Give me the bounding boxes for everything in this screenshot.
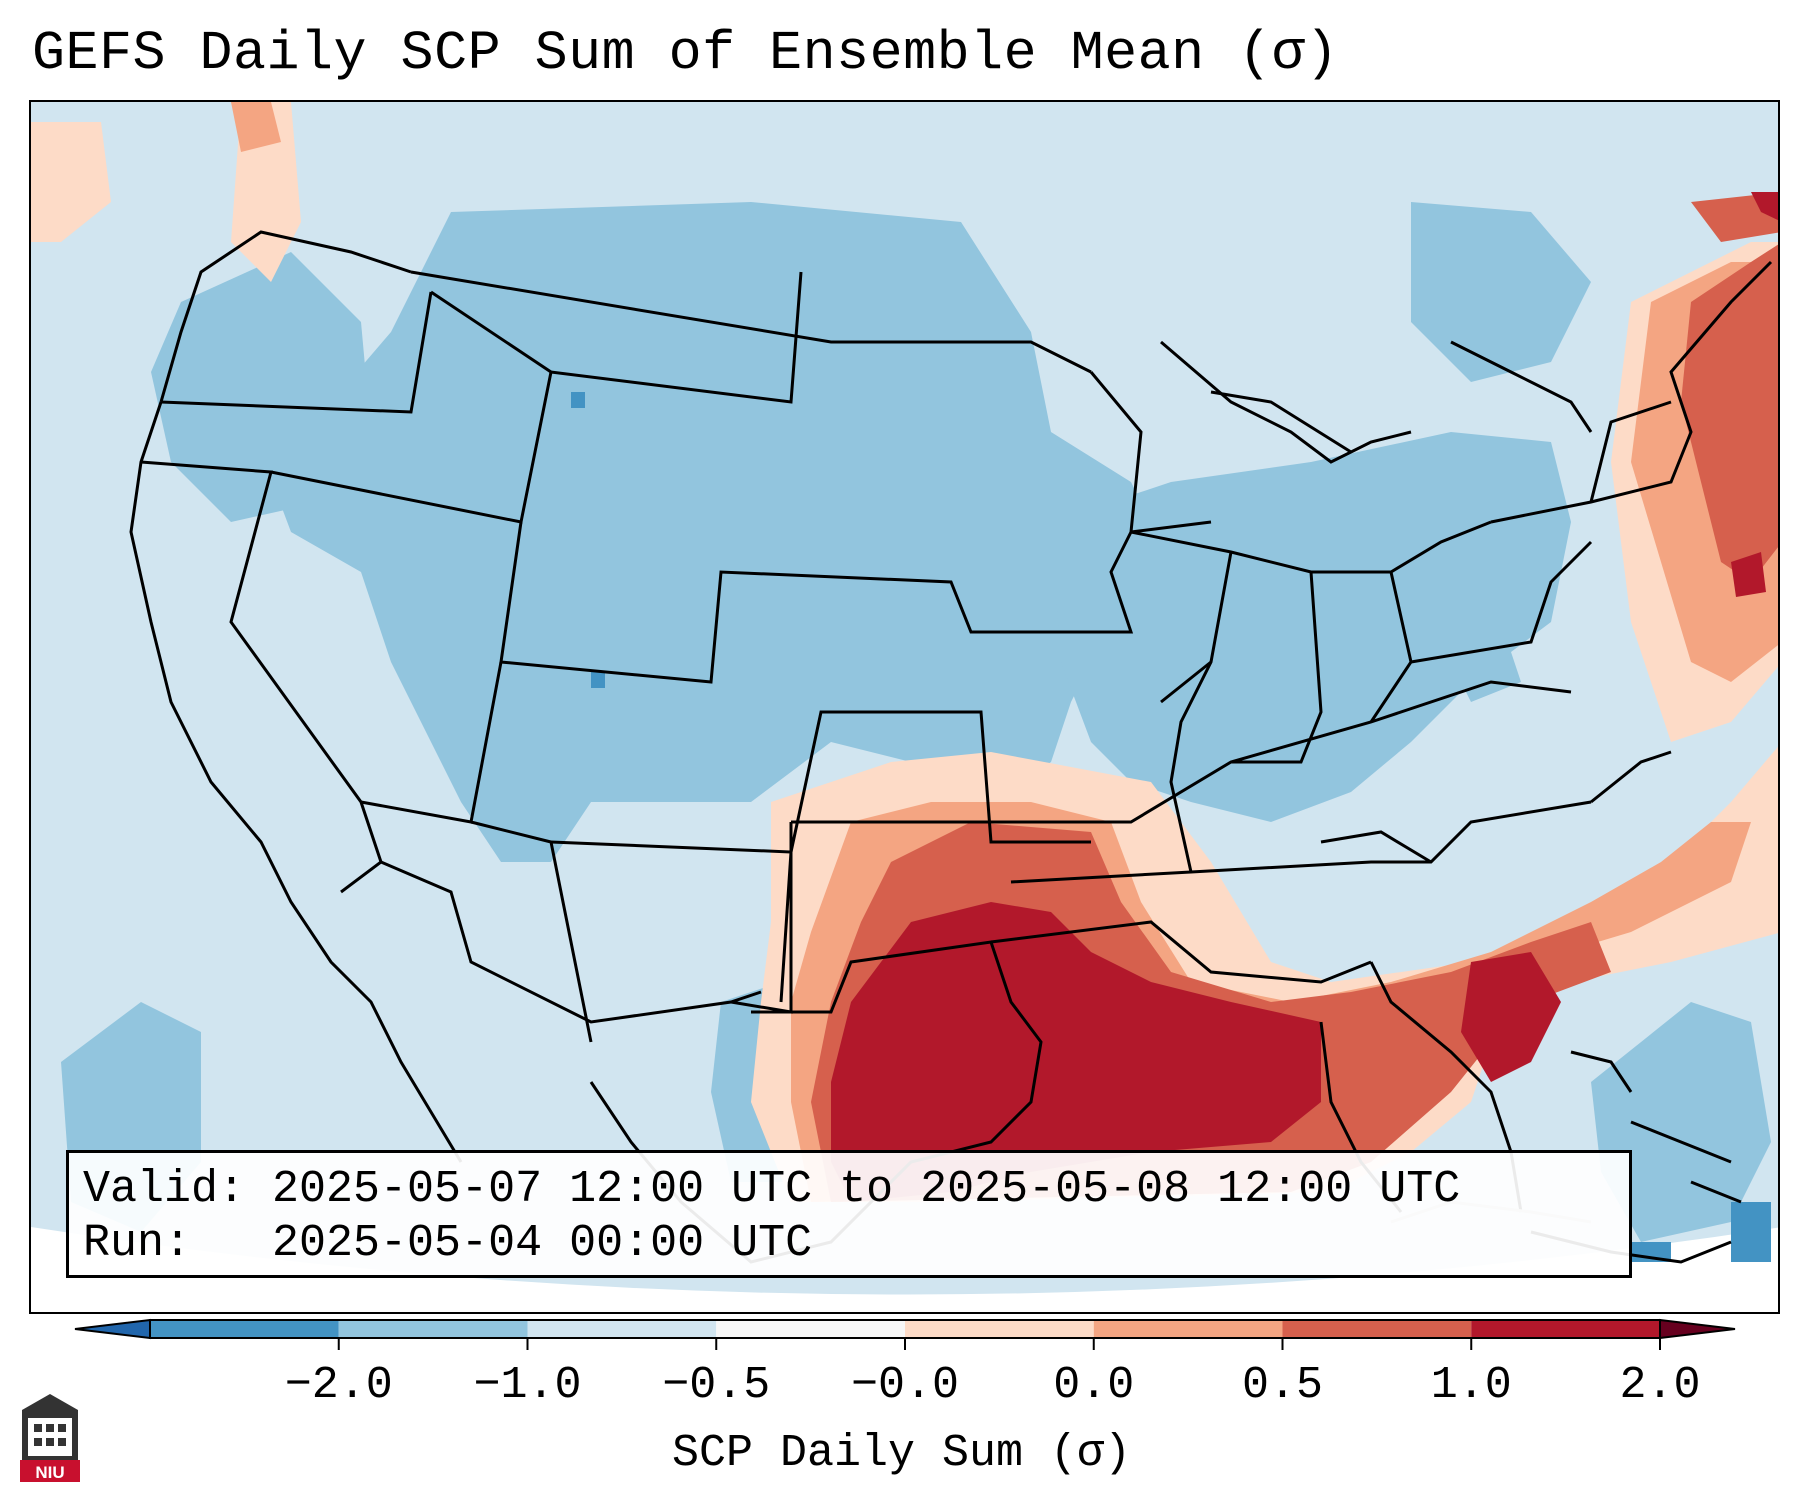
colorbar-tick-label: −1.0 [473, 1360, 582, 1411]
colorbar-tick-label: 1.0 [1430, 1360, 1512, 1411]
colorbar-tick-label: 0.0 [1053, 1360, 1135, 1411]
colorbar-tick-label: 2.0 [1619, 1360, 1701, 1411]
colorbar-segment [338, 1320, 528, 1338]
valid-time-line: Valid: 2025-05-07 12:00 UTC to 2025-05-0… [83, 1164, 1461, 1215]
valid-run-info-box: Valid: 2025-05-07 12:00 UTC to 2025-05-0… [66, 1150, 1632, 1278]
colorbar-segments [74, 1318, 1736, 1340]
map-panel [29, 100, 1780, 1314]
colorbar-segment [150, 1320, 339, 1338]
svg-text:NIU: NIU [35, 1463, 64, 1482]
colorbar-tick-label: −0.5 [662, 1360, 771, 1411]
scp-negative-regions [61, 202, 1771, 1242]
colorbar-label: SCP Daily Sum (σ) [671, 1428, 1132, 1479]
scp-extreme-positive-regions [831, 192, 1778, 1202]
colorbar-segment [1471, 1320, 1660, 1338]
colorbar-segment [905, 1320, 1094, 1338]
colorbar-frame [149, 1319, 1661, 1339]
colorbar-segment [1093, 1320, 1283, 1338]
map-title: GEFS Daily SCP Sum of Ensemble Mean (σ) [32, 22, 1339, 85]
scp-map [31, 102, 1778, 1312]
colorbar-tick-label: −2.0 [284, 1360, 393, 1411]
colorbar-extend-low [74, 1318, 151, 1340]
colorbar-tick-label: 0.5 [1241, 1360, 1324, 1411]
state-boundaries [129, 230, 1773, 1264]
colorbar-segment [716, 1320, 905, 1338]
run-time-line: Run: 2025-05-04 00:00 UTC [83, 1218, 813, 1269]
niu-logo-icon: NIU [20, 1394, 80, 1482]
colorbar-segment [527, 1320, 717, 1338]
colorbar-tick-label: −0.0 [850, 1360, 960, 1411]
colorbar-extend-high [1659, 1318, 1736, 1340]
colorbar-segment [1282, 1320, 1472, 1338]
